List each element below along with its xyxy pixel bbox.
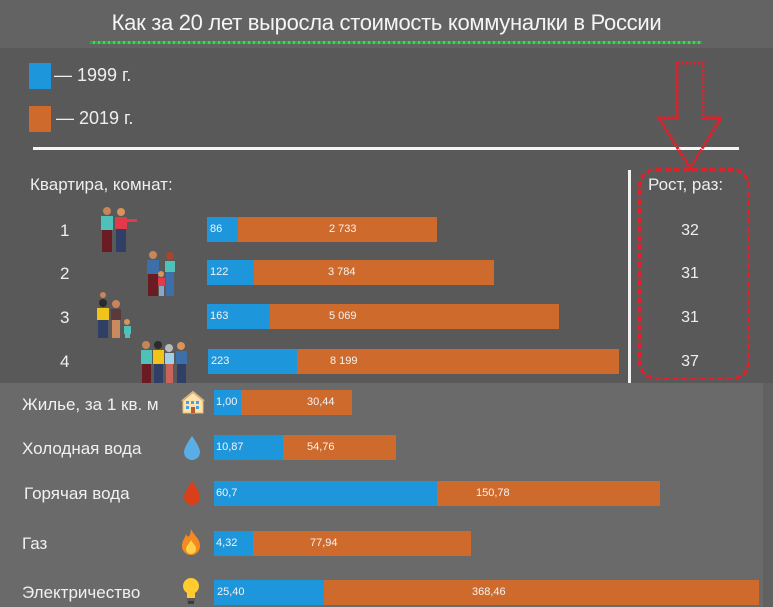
bar-value-1999: 223: [211, 355, 230, 367]
bar-2019: 150,78: [437, 481, 660, 506]
lightbulb-icon: [183, 578, 199, 604]
bar-1999: 122: [207, 260, 254, 285]
bar-2019: 77,94: [253, 531, 471, 556]
bar-value-2019: 77,94: [310, 537, 338, 549]
bar-1999: 223: [208, 349, 297, 374]
bar-1999: 1,00: [214, 390, 241, 415]
service-label: Электричество: [22, 583, 141, 602]
bar-1999: 86: [207, 217, 238, 242]
growth-value: 31: [681, 265, 699, 282]
bar-value-1999: 86: [210, 223, 223, 235]
hot-water-drop-icon: [184, 481, 200, 505]
bar-value-1999: 10,87: [216, 441, 244, 453]
family-big-icon: [141, 341, 187, 384]
apartments-header: Квартира, комнат:: [30, 175, 173, 194]
growth-header: Рост, раз:: [648, 175, 724, 194]
legend-swatch-1999: [29, 63, 51, 89]
title-underline: [90, 41, 702, 44]
service-label: Холодная вода: [22, 439, 142, 458]
legend-label-2019: — 2019 г.: [56, 108, 134, 128]
title-band: [0, 0, 773, 48]
bar-1999: 25,40: [214, 580, 324, 605]
bar-value-2019: 5 069: [329, 310, 357, 322]
bar-value-1999: 4,32: [216, 537, 238, 549]
services-panel-edge: [763, 383, 773, 607]
service-label: Горячая вода: [24, 484, 130, 503]
bar-value-2019: 3 784: [328, 266, 356, 278]
bar-value-2019: 150,78: [476, 487, 510, 499]
bar-value-1999: 25,40: [217, 586, 245, 598]
water-drop-icon: [184, 436, 200, 460]
chart-title: Как за 20 лет выросла стоимость коммунал…: [111, 10, 662, 35]
bar-2019: 368,46: [324, 580, 759, 605]
legend-swatch-2019: [29, 106, 51, 132]
bar-2019: 8 199: [297, 349, 619, 374]
rooms-label: 2: [60, 264, 70, 283]
bar-2019: 2 733: [238, 217, 437, 242]
growth-value: 37: [681, 353, 699, 370]
bar-2019: 54,76: [283, 435, 396, 460]
divider-horizontal: [33, 147, 739, 150]
growth-value: 32: [681, 222, 699, 239]
bar-2019: 5 069: [270, 304, 559, 329]
growth-value: 31: [681, 309, 699, 326]
family-couple-icon: [101, 207, 137, 252]
bar-value-1999: 122: [210, 266, 229, 278]
legend-label-1999: — 1999 г.: [54, 65, 132, 85]
bar-1999: 163: [207, 304, 270, 329]
bar-value-2019: 54,76: [307, 441, 335, 453]
family-with-child-icon: [147, 251, 175, 296]
rooms-label: 1: [60, 221, 70, 240]
bar-1999: 10,87: [214, 435, 283, 460]
service-label: Жилье, за 1 кв. м: [22, 395, 159, 414]
rooms-label: 3: [60, 308, 70, 327]
bar-value-1999: 1,00: [216, 396, 238, 408]
divider-vertical: [628, 170, 631, 384]
bar-2019: 30,44: [241, 390, 352, 415]
service-label: Газ: [22, 534, 48, 553]
house-icon: [181, 390, 205, 414]
arrow-down-icon: [656, 61, 724, 171]
bar-1999: 4,32: [214, 531, 253, 556]
bar-value-2019: 2 733: [329, 223, 357, 235]
bar-2019: 3 784: [254, 260, 494, 285]
bar-value-2019: 8 199: [330, 355, 358, 367]
bar-value-1999: 60,7: [216, 487, 238, 499]
bar-value-2019: 30,44: [307, 396, 335, 408]
rooms-label: 4: [60, 352, 70, 371]
fire-icon: [182, 529, 200, 555]
bar-value-1999: 163: [210, 310, 229, 322]
growth-highlight-box: [638, 168, 750, 380]
bar-value-2019: 368,46: [472, 586, 506, 598]
bar-1999: 60,7: [214, 481, 437, 506]
family-two-kids-icon: [97, 292, 131, 338]
